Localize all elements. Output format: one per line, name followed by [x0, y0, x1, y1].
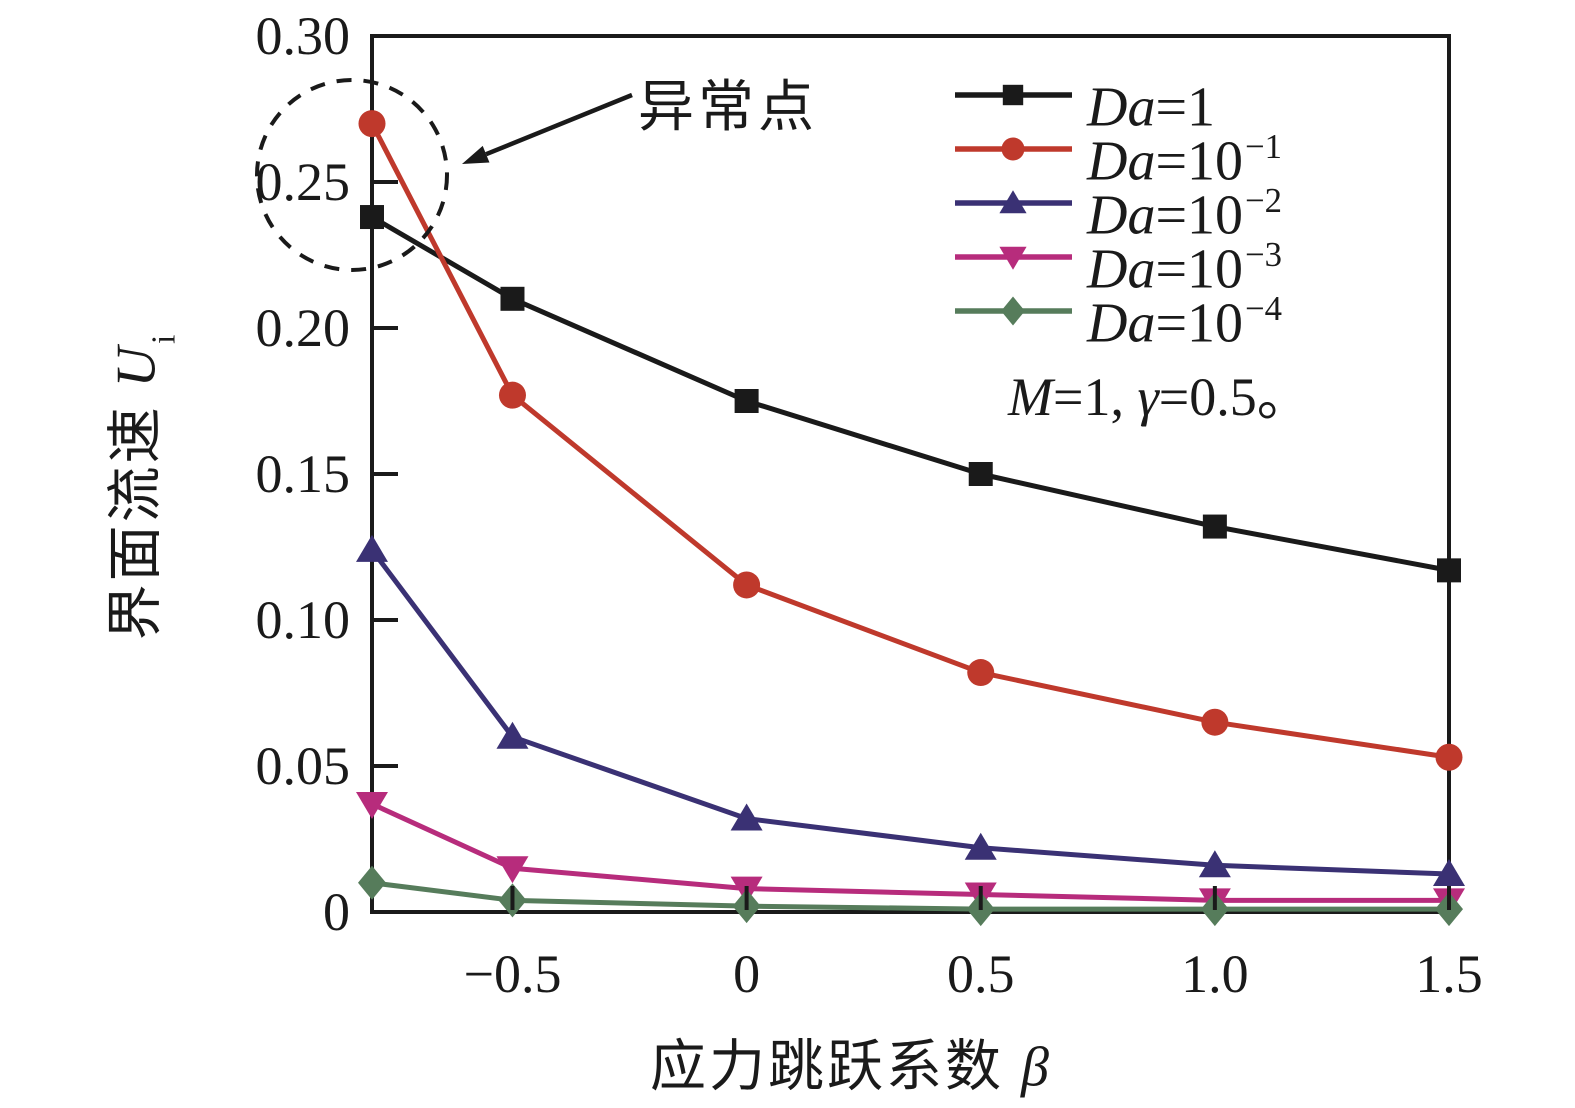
legend-label-da-1e-4: Da=10−4: [1087, 283, 1282, 355]
legend-key-marker-2: [999, 190, 1027, 214]
y-tick-label: 0.30: [256, 6, 351, 66]
series-1-point-0: [358, 110, 386, 138]
y-tick-label: 0.25: [256, 152, 351, 212]
legend-eq: =10: [1155, 292, 1244, 355]
annotation-arrow-head: [462, 145, 490, 164]
y-axis-label-text: 界面流速: [105, 387, 168, 641]
series-2-point-4: [1198, 850, 1231, 878]
legend-eq: =10: [1155, 130, 1244, 193]
x-axis-label-text: 应力跳跃系数: [650, 1036, 1022, 1099]
legend-eq: =10: [1155, 184, 1244, 247]
series-1-point-1: [498, 381, 526, 409]
legend-sup: −2: [1245, 181, 1282, 221]
series-1-point-3: [967, 659, 995, 687]
y-tick-label: 0.10: [256, 590, 351, 650]
y-axis-variable: U: [105, 343, 168, 388]
legend-sup: −3: [1245, 235, 1282, 275]
series-1-point-5: [1435, 743, 1463, 771]
series-1-point-4: [1201, 708, 1229, 736]
series-3-point-0: [356, 791, 388, 819]
series-0-point-3: [968, 462, 993, 486]
condition-eq2: =0.5。: [1158, 367, 1311, 427]
condition-gamma: γ: [1137, 367, 1159, 427]
y-axis-label: 界面流速 Ui: [90, 332, 182, 641]
series-0-point-1: [500, 286, 525, 311]
y-tick-label: 0: [323, 882, 350, 942]
condition-text: M=1, γ=0.5。: [1008, 352, 1311, 431]
legend-key-marker-1: [1001, 137, 1025, 161]
legend-eq: =1: [1155, 76, 1216, 139]
legend-label-da-1e-2: Da=10−2: [1087, 175, 1282, 247]
annotation-arrow-line: [485, 92, 633, 157]
series-line-0: [369, 214, 1452, 573]
series-0-point-2: [734, 389, 759, 413]
legend-var: Da: [1087, 292, 1156, 355]
legend-key-marker-4: [1001, 296, 1025, 326]
x-axis-label: 应力跳跃系数 β: [650, 1022, 1052, 1103]
series-line-2: [369, 547, 1452, 877]
legend-sup: −4: [1245, 289, 1282, 329]
y-tick-label: 0.05: [256, 736, 351, 796]
series-2-point-5: [1433, 859, 1465, 887]
series-4-point-0: [358, 865, 386, 900]
x-tick-label: 1.0: [1181, 944, 1249, 1004]
legend-key-marker-3: [999, 246, 1027, 270]
condition-m: M: [1008, 367, 1053, 427]
y-tick-label: 0.15: [256, 444, 351, 504]
legend-var: Da: [1087, 238, 1156, 301]
x-tick-label: 0.5: [947, 944, 1015, 1004]
anomaly-annotation-text: 异常点: [638, 77, 818, 139]
series-line-1: [369, 121, 1452, 760]
series-line-4: [369, 880, 1452, 912]
series-2-point-3: [964, 832, 997, 860]
series-0-point-5: [1437, 558, 1461, 583]
x-tick-label: −0.5: [463, 944, 561, 1004]
x-axis-variable: β: [1021, 1036, 1052, 1099]
y-axis-variable-subscript: i: [144, 331, 182, 344]
series-3-point-1: [496, 856, 529, 884]
series-2-point-2: [730, 803, 763, 831]
series-0-point-4: [1202, 514, 1227, 539]
y-tick-label: 0.20: [256, 298, 351, 358]
series-0-point-0: [360, 205, 384, 230]
series-line-3: [369, 801, 1452, 903]
x-tick-label: 1.5: [1415, 944, 1483, 1004]
legend-var: Da: [1087, 76, 1156, 139]
legend-label-da-1e-3: Da=10−3: [1087, 229, 1282, 301]
plot-frame: [370, 34, 1451, 914]
series-1-point-2: [733, 571, 761, 599]
x-tick-label: 0: [733, 944, 760, 1004]
series-2-point-1: [496, 721, 529, 749]
legend-var: Da: [1087, 184, 1156, 247]
legend-label-da-1e-1: Da=10−1: [1087, 121, 1282, 193]
legend-key-marker-0: [1002, 84, 1024, 106]
legend-var: Da: [1087, 130, 1156, 193]
legend-eq: =10: [1155, 238, 1244, 301]
legend-sup: −1: [1245, 127, 1282, 167]
anomaly-dashed-circle: [255, 78, 449, 272]
condition-eq1: =1,: [1052, 367, 1138, 427]
legend-label-da-1: Da=1: [1087, 67, 1217, 136]
series-2-point-0: [356, 534, 388, 562]
